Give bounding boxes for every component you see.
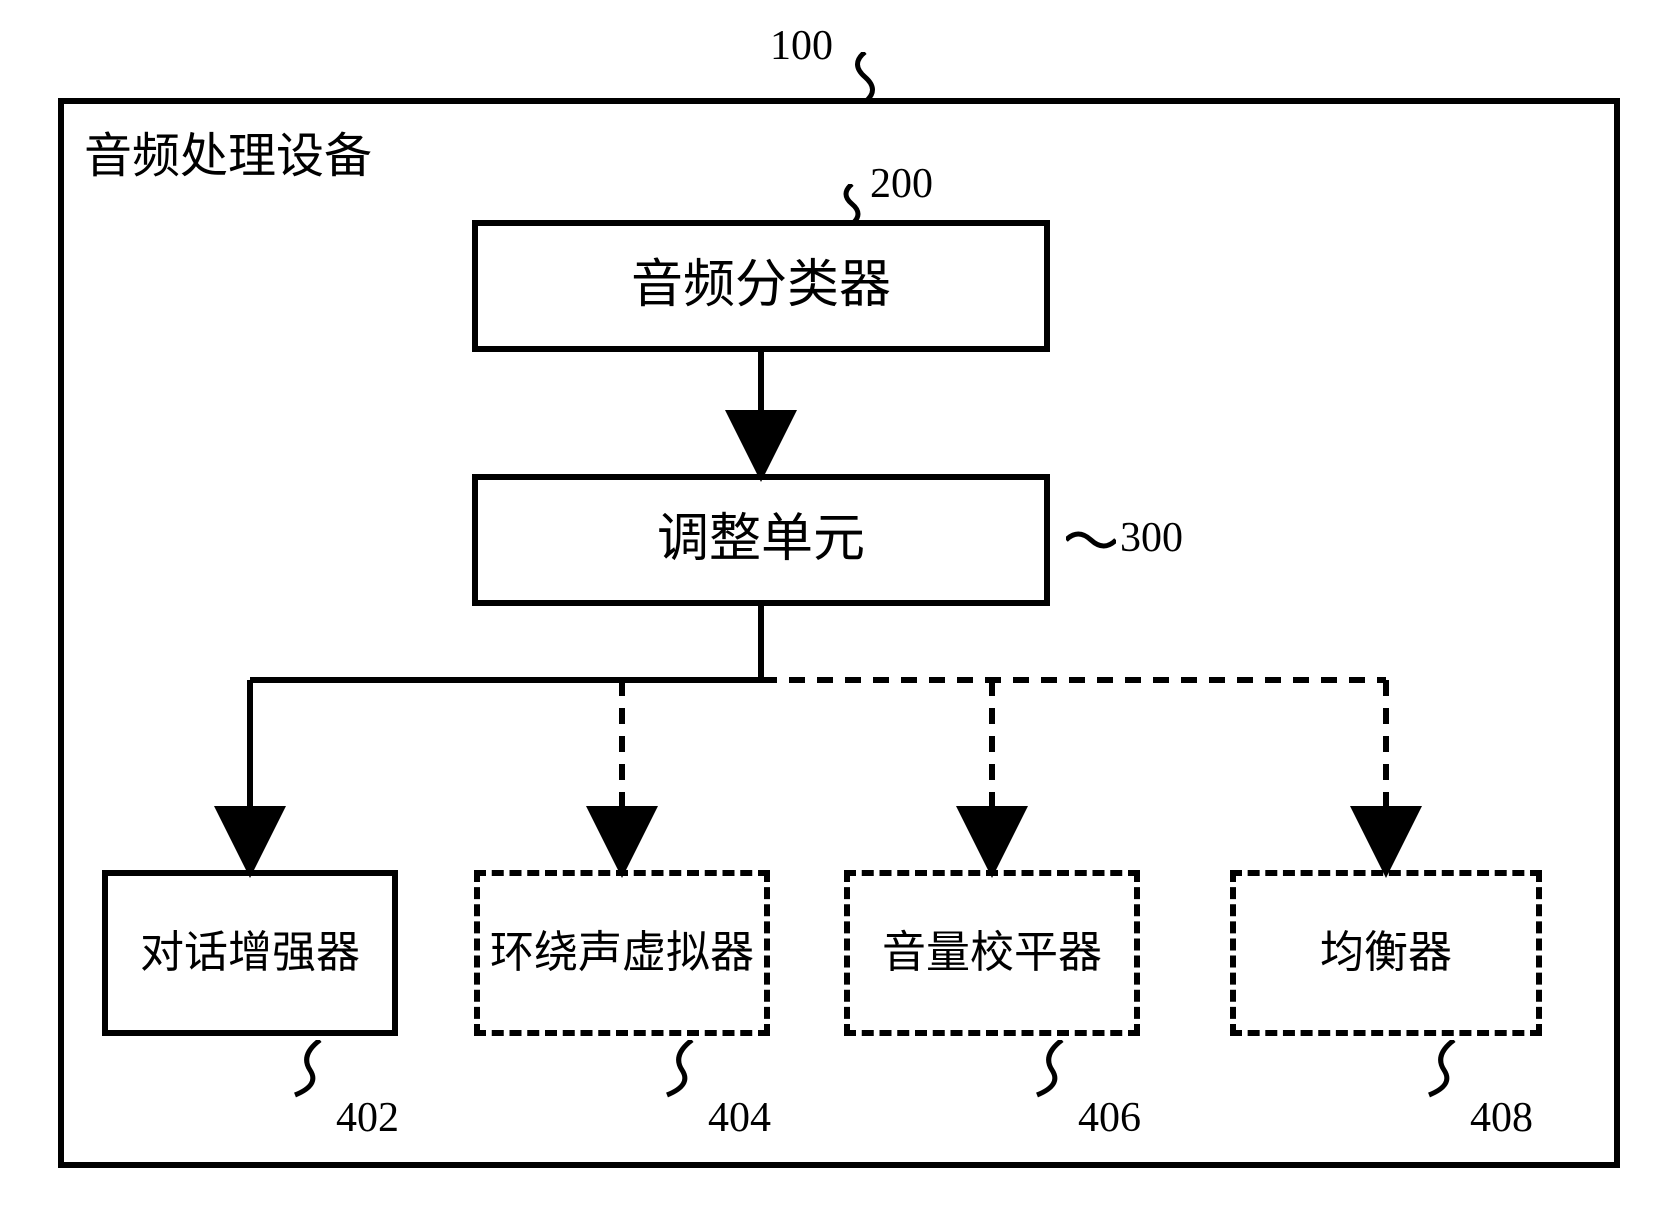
node-audio-classifier: 音频分类器 bbox=[472, 220, 1050, 352]
squiggle-300 bbox=[1066, 520, 1116, 560]
node-label: 音频分类器 bbox=[631, 255, 891, 317]
ref-label-402: 402 bbox=[336, 1094, 399, 1142]
ref-label-300: 300 bbox=[1120, 514, 1183, 562]
squiggle-402 bbox=[280, 1040, 335, 1100]
ref-label-408: 408 bbox=[1470, 1094, 1533, 1142]
squiggle-404 bbox=[652, 1040, 707, 1100]
node-label: 调整单元 bbox=[657, 509, 865, 571]
squiggle-100 bbox=[840, 52, 890, 102]
squiggle-200 bbox=[832, 184, 872, 224]
node-label: 均衡器 bbox=[1310, 924, 1462, 981]
node-equalizer: 均衡器 bbox=[1230, 870, 1542, 1036]
container-title: 音频处理设备 bbox=[84, 116, 372, 186]
node-dialog-enhancer: 对话增强器 bbox=[102, 870, 398, 1036]
node-label: 环绕声虚拟器 bbox=[480, 924, 764, 981]
ref-label-406: 406 bbox=[1078, 1094, 1141, 1142]
node-volume-leveler: 音量校平器 bbox=[844, 870, 1140, 1036]
node-surround-virtualizer: 环绕声虚拟器 bbox=[474, 870, 770, 1036]
ref-label-100: 100 bbox=[770, 22, 833, 70]
squiggle-408 bbox=[1414, 1040, 1469, 1100]
node-adjust-unit: 调整单元 bbox=[472, 474, 1050, 606]
ref-label-404: 404 bbox=[708, 1094, 771, 1142]
squiggle-406 bbox=[1022, 1040, 1077, 1100]
node-label: 音量校平器 bbox=[872, 924, 1112, 981]
ref-label-200: 200 bbox=[870, 160, 933, 208]
node-label: 对话增强器 bbox=[130, 924, 370, 981]
